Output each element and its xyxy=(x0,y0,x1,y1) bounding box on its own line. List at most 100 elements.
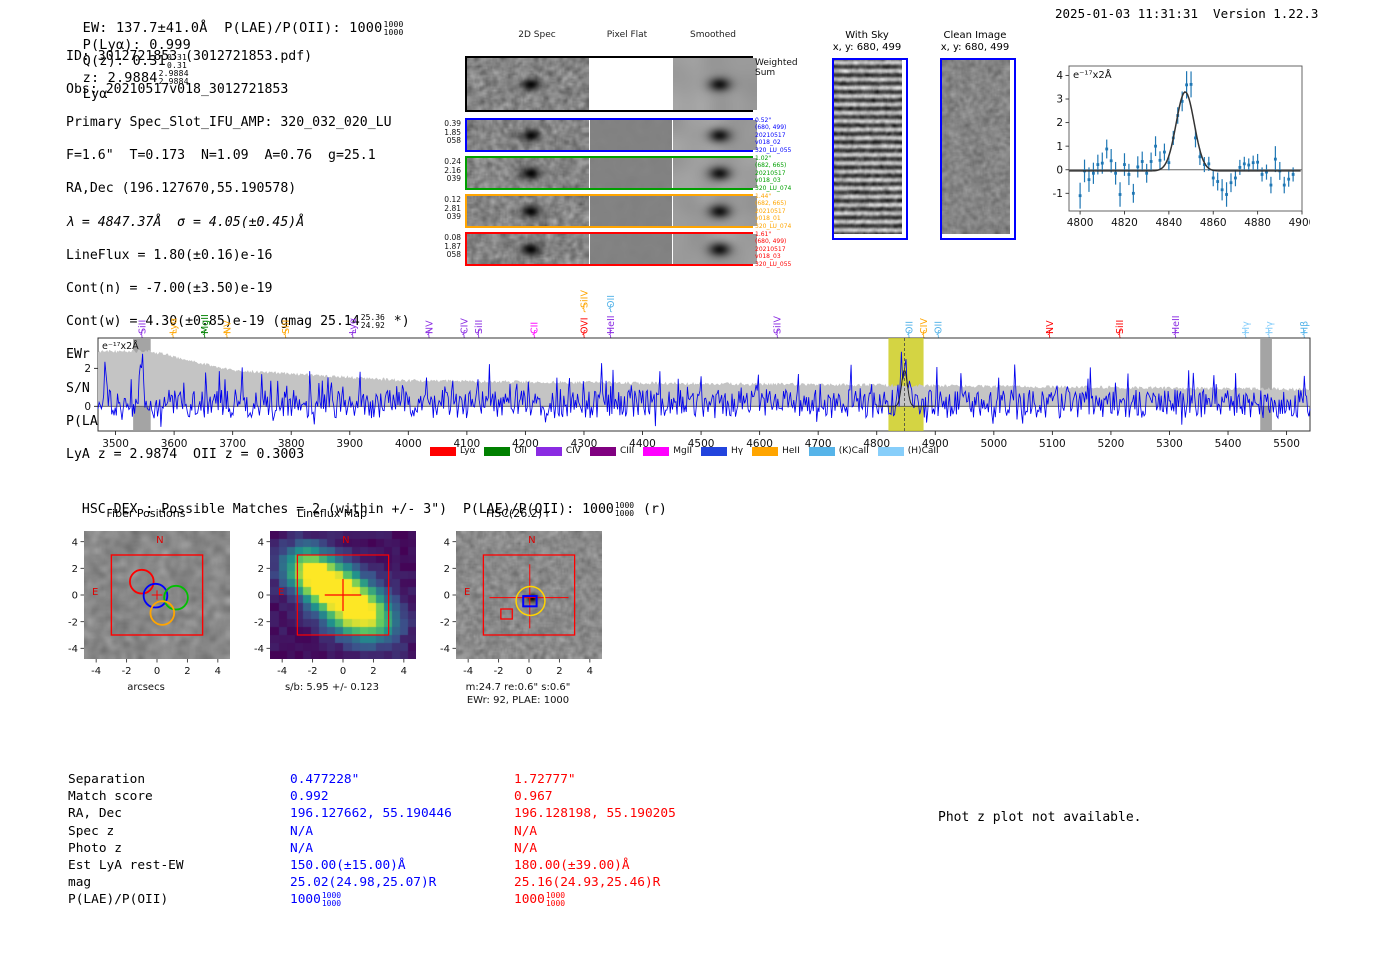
strip-right-meta-1: 0.52" (680, 499) 20210517 v018_02 320_LU_055 xyxy=(755,117,792,154)
cutout-coords-0: x, y: 680, 499 xyxy=(832,42,902,53)
col-header-pixelflat: Pixel Flat xyxy=(606,30,648,40)
legend-swatch xyxy=(430,446,456,456)
svg-text:-2: -2 xyxy=(122,666,132,677)
svg-text:4800: 4800 xyxy=(1067,217,1094,229)
svg-text:5500: 5500 xyxy=(1273,438,1300,450)
col-header-smoothed: Smoothed xyxy=(690,30,736,40)
svg-text:Hγ: Hγ xyxy=(1265,321,1276,334)
svg-text:CIV: CIV xyxy=(919,318,930,334)
svg-text:-4: -4 xyxy=(254,644,264,655)
svg-text:{: { xyxy=(531,330,537,340)
svg-text:-2: -2 xyxy=(440,617,450,628)
cutout-name-0: With Sky xyxy=(845,30,889,41)
svg-text:{: { xyxy=(170,330,176,340)
match-row-label-4: Photo z xyxy=(68,840,122,856)
svg-text:{: { xyxy=(581,304,587,314)
match-red-value-2: 196.128198, 55.190205 xyxy=(514,806,676,822)
svg-text:{: { xyxy=(774,330,780,340)
match-red-value-6: 25.16(24.93,25.46)R xyxy=(514,875,661,891)
match-row-label-6: mag xyxy=(68,875,92,891)
legend-label: (K)CaII xyxy=(838,446,869,456)
timestamp-version: 2025-01-03 11:31:31 Version 1.22.3 xyxy=(1055,6,1319,21)
svg-text:{: { xyxy=(224,330,230,340)
svg-text:3500: 3500 xyxy=(102,438,129,450)
svg-text:4860: 4860 xyxy=(1200,217,1227,229)
spec2d-cell-0-1 xyxy=(590,58,672,110)
svg-text:4840: 4840 xyxy=(1155,217,1182,229)
svg-text:2: 2 xyxy=(72,564,78,575)
info-redshifts: LyA z = 2.9874 OII z = 0.3003 xyxy=(66,447,305,463)
match-red-value-4: N/A xyxy=(514,840,538,856)
svg-text:3700: 3700 xyxy=(219,438,246,450)
cutout-coords-1: x, y: 680, 499 xyxy=(940,42,1010,53)
panel-title-2: HSC(26.2) r xyxy=(485,507,551,520)
svg-text:2: 2 xyxy=(1056,117,1063,129)
spec2d-cell-4-1 xyxy=(590,234,672,264)
legend-item-civ: CIV xyxy=(535,446,581,456)
svg-text:HeII: HeII xyxy=(606,315,617,334)
svg-text:e⁻¹⁷x2Å: e⁻¹⁷x2Å xyxy=(102,340,139,352)
spec2d-panel: 2D Spec Pixel Flat Smoothed 0.39 1.85 058 0… xyxy=(425,30,797,268)
svg-text:MgII: MgII xyxy=(200,314,211,334)
legend-swatch xyxy=(877,446,904,456)
svg-text:4: 4 xyxy=(1056,70,1063,82)
match-red-value-1: 0.967 xyxy=(514,789,553,805)
svg-text:1: 1 xyxy=(1056,141,1063,153)
strip-right-meta-3: 1.44" (682, 665) 20210517 v018_01 320_LU_074 xyxy=(755,193,792,230)
svg-text:4: 4 xyxy=(587,666,593,677)
spec2d-cell-0-2 xyxy=(673,58,757,110)
legend-item-oii: OII xyxy=(484,446,527,456)
svg-text:{: { xyxy=(921,330,927,340)
legend-item-kcaii: (K)CaII xyxy=(808,446,869,456)
match-row-label-5: Est LyA rest-EW xyxy=(68,858,184,874)
svg-text:CII: CII xyxy=(530,322,541,334)
svg-text:4: 4 xyxy=(401,666,407,677)
svg-text:0: 0 xyxy=(154,666,160,677)
svg-text:-2: -2 xyxy=(308,666,318,677)
match-row-label-plae: P(LAE)/P(OII) xyxy=(68,892,169,908)
svg-text:{: { xyxy=(1301,330,1307,340)
svg-text:4900: 4900 xyxy=(922,438,949,450)
svg-text:4: 4 xyxy=(258,537,264,548)
photz-note: Phot z plot not available. xyxy=(938,810,1142,825)
svg-text:SiII: SiII xyxy=(1115,320,1126,334)
spec2d-cell-0-0 xyxy=(467,58,589,110)
info-radec: RA,Dec (196.127670,55.190578) xyxy=(66,181,297,197)
match-blue-value-0: 0.477228" xyxy=(290,772,360,787)
legend-label: MgII xyxy=(673,446,693,456)
svg-text:{: { xyxy=(350,330,356,340)
spectrum-legend: Lyα OII CIV CIII MgII Hγ HeII (K)CaII (H)CaII xyxy=(430,446,948,456)
match-row-label-1: Match score xyxy=(68,789,153,805)
info-lambda-sigma: λ = 4847.37Å σ = 4.05(±0.45)Å xyxy=(66,214,305,230)
svg-text:SiII: SiII xyxy=(281,320,292,334)
svg-text:Lyα: Lyα xyxy=(348,318,359,334)
svg-text:OVI: OVI xyxy=(579,317,590,334)
svg-text:5000: 5000 xyxy=(980,438,1007,450)
cutout-image-1 xyxy=(940,58,1016,240)
svg-text:4100: 4100 xyxy=(454,438,481,450)
svg-text:N: N xyxy=(342,535,349,546)
cutout-panel-1: Lineflux Map N E -4 -4 -2 -2 0 0 2 2 4 4 s/b: 5.95 +/… xyxy=(248,505,433,735)
svg-text:{: { xyxy=(461,330,467,340)
full-spectrum-plot: SiII{Lyα{MgII{NV{SiII{Lyα{NV{CIV{SiII{CI… xyxy=(66,286,1316,461)
svg-text:OII: OII xyxy=(904,321,915,334)
svg-text:0: 0 xyxy=(444,591,450,602)
hscdex-header: HSC-DEX : Possible Matches = 2 (within +… xyxy=(81,501,667,518)
svg-text:{: { xyxy=(1047,330,1053,340)
svg-text:{: { xyxy=(282,330,288,340)
spec2d-strip-3 xyxy=(465,194,757,228)
info-params: F=1.6" T=0.173 N=1.09 A=0.76 g=25.1 xyxy=(66,148,376,164)
svg-text:5100: 5100 xyxy=(1039,438,1066,450)
sky-cutouts: With Sky x, y: 680, 499 Clean Image x, y: 6… xyxy=(810,30,1025,245)
svg-text:Hγ: Hγ xyxy=(1241,321,1252,334)
image-panels: Fiber Positions N E -4 -4 -2 -2 0 0 2 2 4 4 arcsecs Li… xyxy=(0,505,700,735)
svg-text:2: 2 xyxy=(258,564,264,575)
svg-text:OII: OII xyxy=(606,295,617,308)
match-red-value-3: N/A xyxy=(514,823,538,839)
table-row: mag 25.02(24.98,25.07)R 25.16(24.93,25.46)… xyxy=(68,875,676,890)
svg-text:NV: NV xyxy=(424,320,435,334)
cutout-image-0 xyxy=(832,58,908,240)
svg-text:4: 4 xyxy=(215,666,221,677)
table-row: RA, Dec 196.127662, 55.190446 196.128198, … xyxy=(68,806,676,821)
svg-text:-4: -4 xyxy=(91,666,101,677)
